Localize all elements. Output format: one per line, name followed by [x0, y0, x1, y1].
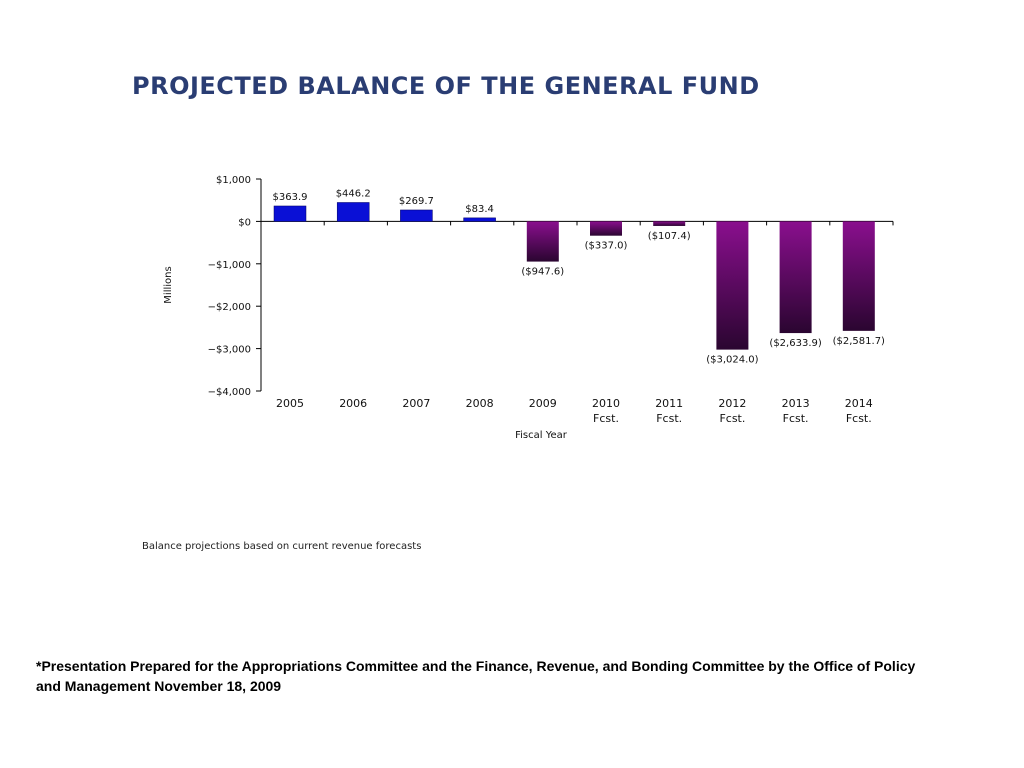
- x-tick-label: 2007: [402, 397, 430, 410]
- footnote: *Presentation Prepared for the Appropria…: [36, 658, 916, 694]
- bar: [526, 221, 559, 262]
- x-tick-label: 2005: [276, 397, 304, 410]
- data-label: $446.2: [336, 188, 371, 199]
- x-tick-label: Fcst.: [656, 412, 682, 425]
- data-label: $269.7: [399, 196, 434, 207]
- data-label: ($2,633.9): [769, 338, 821, 349]
- x-axis-title: Fiscal Year: [515, 430, 568, 441]
- data-label: ($947.6): [521, 267, 564, 278]
- data-label: ($3,024.0): [706, 355, 758, 366]
- y-tick-label: $0: [238, 217, 251, 228]
- x-tick-label: 2010: [592, 397, 620, 410]
- x-tick-label: 2006: [339, 397, 367, 410]
- bar: [400, 209, 433, 222]
- y-tick-label: −$2,000: [208, 302, 251, 313]
- data-label: ($337.0): [585, 241, 628, 252]
- data-label: $83.4: [465, 204, 494, 215]
- x-tick-label: Fcst.: [719, 412, 745, 425]
- y-tick-label: −$1,000: [208, 260, 251, 271]
- bar: [842, 221, 875, 331]
- bar: [463, 217, 496, 222]
- bar: [273, 205, 307, 222]
- chart-note: Balance projections based on current rev…: [142, 541, 422, 552]
- bar: [590, 221, 622, 236]
- y-tick-label: −$3,000: [208, 345, 251, 356]
- x-tick-label: Fcst.: [846, 412, 872, 425]
- y-axis-title: Millions: [163, 266, 174, 303]
- data-label: ($107.4): [648, 231, 691, 242]
- data-label: $363.9: [273, 192, 308, 203]
- y-tick-label: $1,000: [216, 175, 251, 186]
- x-tick-label: Fcst.: [783, 412, 809, 425]
- bar: [653, 221, 686, 226]
- x-tick-label: Fcst.: [593, 412, 619, 425]
- x-tick-label: 2008: [466, 397, 494, 410]
- x-tick-label: 2013: [782, 397, 810, 410]
- bar: [336, 202, 370, 222]
- bar: [716, 221, 749, 350]
- x-tick-label: 2012: [718, 397, 746, 410]
- x-tick-label: 2009: [529, 397, 557, 410]
- x-tick-label: 2014: [845, 397, 873, 410]
- y-tick-label: −$4,000: [208, 387, 251, 398]
- x-tick-label: 2011: [655, 397, 683, 410]
- chart-title: PROJECTED BALANCE OF THE GENERAL FUND: [132, 72, 760, 100]
- data-label: ($2,581.7): [833, 336, 885, 347]
- bar: [779, 221, 812, 334]
